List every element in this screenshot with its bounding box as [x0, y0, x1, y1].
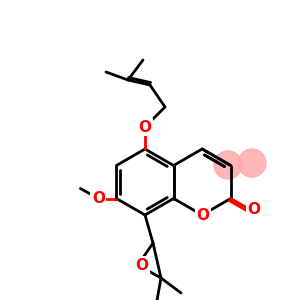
- Text: O: O: [139, 119, 152, 134]
- Circle shape: [238, 149, 266, 177]
- Text: O: O: [135, 258, 148, 273]
- Text: O: O: [92, 191, 105, 206]
- Text: O: O: [197, 208, 210, 223]
- Circle shape: [214, 151, 242, 179]
- Text: O: O: [247, 202, 260, 217]
